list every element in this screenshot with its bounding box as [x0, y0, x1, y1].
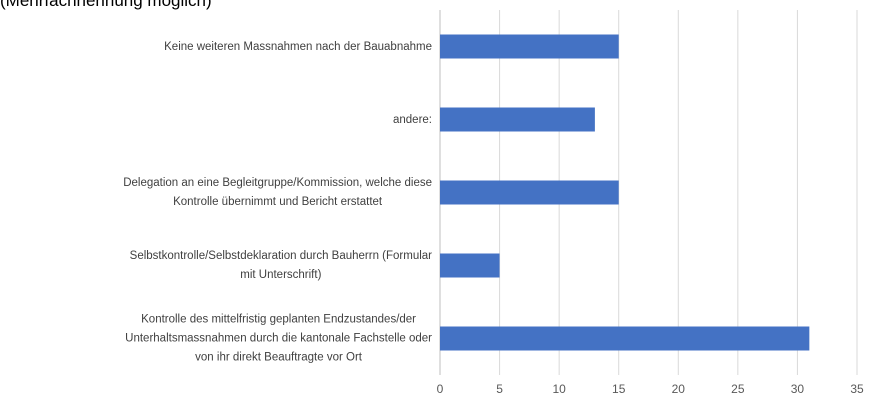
y-tick-label: Selbstkontrolle/Selbstdeklaration durch …: [129, 249, 432, 281]
x-tick-label: 20: [672, 382, 686, 396]
x-tick-label: 10: [552, 382, 566, 396]
y-label-box: Keine weiteren Massnahmen nach der Bauab…: [2, 37, 432, 57]
y-tick-label: Keine weiteren Massnahmen nach der Bauab…: [164, 40, 432, 53]
y-label-box: Kontrolle des mittelfristig geplanten En…: [2, 310, 432, 367]
x-tick-label: 15: [612, 382, 626, 396]
bar: [440, 34, 619, 59]
bar: [440, 326, 810, 351]
y-label-box: Selbstkontrolle/Selbstdeklaration durch …: [2, 247, 432, 285]
y-tick-label: Delegation an eine Begleitgruppe/Kommiss…: [123, 176, 432, 208]
y-tick-label: andere:: [392, 113, 432, 126]
chart-subtitle: (Mehrfachnennung möglich): [0, 0, 212, 10]
bar: [440, 253, 500, 278]
y-label-box: Delegation an eine Begleitgruppe/Kommiss…: [2, 174, 432, 212]
x-tick-label: 25: [731, 382, 745, 396]
x-tick-label: 30: [791, 382, 805, 396]
x-tick-label: 0: [437, 382, 444, 396]
y-tick-label: Kontrolle des mittelfristig geplanten En…: [125, 313, 432, 363]
y-label-box: andere:: [2, 110, 432, 130]
bar: [440, 180, 619, 205]
bar: [440, 107, 595, 132]
x-tick-label: 35: [850, 382, 864, 396]
x-tick-label: 5: [496, 382, 503, 396]
